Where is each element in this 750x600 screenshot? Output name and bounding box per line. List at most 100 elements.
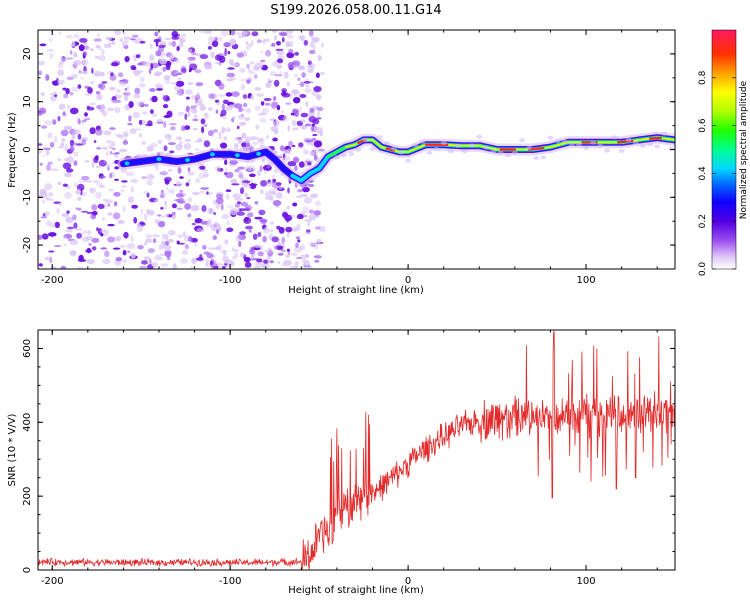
noise-blob xyxy=(144,238,153,243)
noise-blob xyxy=(48,250,55,253)
noise-blob xyxy=(318,148,326,152)
noise-blob xyxy=(187,111,191,117)
noise-blob xyxy=(52,119,57,125)
noise-blob xyxy=(272,96,277,101)
noise-blob xyxy=(100,229,106,233)
noise-blob xyxy=(179,37,186,43)
noise-blob xyxy=(56,207,60,215)
noise-blob xyxy=(203,173,209,178)
noise-blob xyxy=(148,209,155,216)
ridge-halo-blob xyxy=(433,147,440,151)
noise-blob xyxy=(73,59,82,66)
noise-blob xyxy=(224,263,228,266)
noise-blob xyxy=(303,39,308,46)
noise-blob xyxy=(134,73,140,77)
noise-blob xyxy=(73,33,80,39)
spec-ytick-label: 20 xyxy=(22,48,33,61)
snr-ytick-label: 0 xyxy=(22,567,33,573)
ridge-halo-blob xyxy=(526,145,533,150)
noise-blob xyxy=(295,236,300,240)
noise-blob xyxy=(223,51,228,57)
ridge-halo-blob xyxy=(554,139,561,144)
ridge-halo-blob xyxy=(519,138,525,143)
noise-blob xyxy=(219,61,222,66)
noise-blob xyxy=(81,175,90,181)
noise-blob xyxy=(71,73,78,79)
noise-blob xyxy=(269,188,278,194)
noise-blob xyxy=(277,55,285,60)
noise-blob xyxy=(81,60,87,64)
noise-blob xyxy=(132,111,141,119)
noise-blob xyxy=(46,220,51,227)
noise-blob xyxy=(57,202,63,206)
noise-blob xyxy=(225,92,233,97)
noise-blob xyxy=(221,214,230,220)
noise-blob xyxy=(134,128,142,131)
noise-blob xyxy=(123,36,132,40)
noise-blob xyxy=(227,67,235,70)
noise-blob xyxy=(290,214,296,218)
noise-blob xyxy=(108,188,115,192)
ridge-halo-blob xyxy=(490,149,497,154)
noise-blob xyxy=(157,214,162,217)
noise-blob xyxy=(192,128,199,131)
noise-blob xyxy=(281,109,284,114)
noise-blob xyxy=(60,129,69,137)
noise-blob xyxy=(260,59,266,63)
colorbar-label: Normalized spectral amplitude xyxy=(739,80,749,219)
noise-blob xyxy=(221,203,224,211)
noise-blob xyxy=(144,175,148,180)
noise-blob xyxy=(151,113,158,118)
noise-blob xyxy=(291,127,300,131)
noise-blob xyxy=(310,194,318,199)
noise-blob xyxy=(231,91,240,97)
noise-blob xyxy=(264,190,273,198)
noise-blob xyxy=(309,41,315,48)
noise-blob xyxy=(110,99,120,104)
noise-blob xyxy=(218,82,225,90)
noise-blob xyxy=(226,220,230,225)
noise-blob xyxy=(74,227,83,231)
noise-blob xyxy=(148,68,152,75)
ridge-halo-blob xyxy=(390,146,397,151)
noise-blob xyxy=(254,62,264,70)
noise-blob xyxy=(242,94,247,99)
noise-blob xyxy=(118,80,126,86)
noise-blob xyxy=(296,213,304,220)
noise-blob xyxy=(60,57,67,64)
noise-blob xyxy=(152,234,161,238)
noise-blob xyxy=(271,101,279,109)
noise-blob xyxy=(211,40,219,48)
noise-blob xyxy=(122,140,129,146)
colorbar-ticks: 0.0 0.2 0.4 0.6 0.8 xyxy=(698,70,736,276)
noise-blob xyxy=(61,213,69,217)
noise-blob xyxy=(141,260,148,265)
noise-blob xyxy=(45,74,50,81)
noise-blob xyxy=(291,89,299,95)
noise-blob xyxy=(157,220,166,228)
noise-blob xyxy=(199,165,206,170)
noise-blob xyxy=(280,145,285,152)
noise-blob xyxy=(239,187,245,195)
noise-blob xyxy=(314,200,322,206)
noise-blob xyxy=(273,169,278,174)
noise-blob xyxy=(92,179,101,184)
noise-blob xyxy=(114,107,121,114)
noise-blob xyxy=(49,141,55,148)
ridge-halo-blob xyxy=(625,137,632,142)
noise-blob xyxy=(187,179,191,184)
noise-blob xyxy=(39,107,47,115)
noise-blob xyxy=(232,116,236,119)
noise-blob xyxy=(314,259,320,263)
noise-blob xyxy=(251,31,259,37)
noise-blob xyxy=(108,41,112,49)
ridge-halo-blob xyxy=(561,139,568,144)
noise-blob xyxy=(249,173,256,178)
noise-blob xyxy=(187,213,192,218)
noise-blob xyxy=(307,161,312,166)
noise-blob xyxy=(239,67,246,73)
colorbar-tick-label: 0.2 xyxy=(698,214,708,228)
noise-blob xyxy=(292,89,301,97)
snr-frame xyxy=(37,329,676,571)
noise-blob xyxy=(57,158,62,162)
